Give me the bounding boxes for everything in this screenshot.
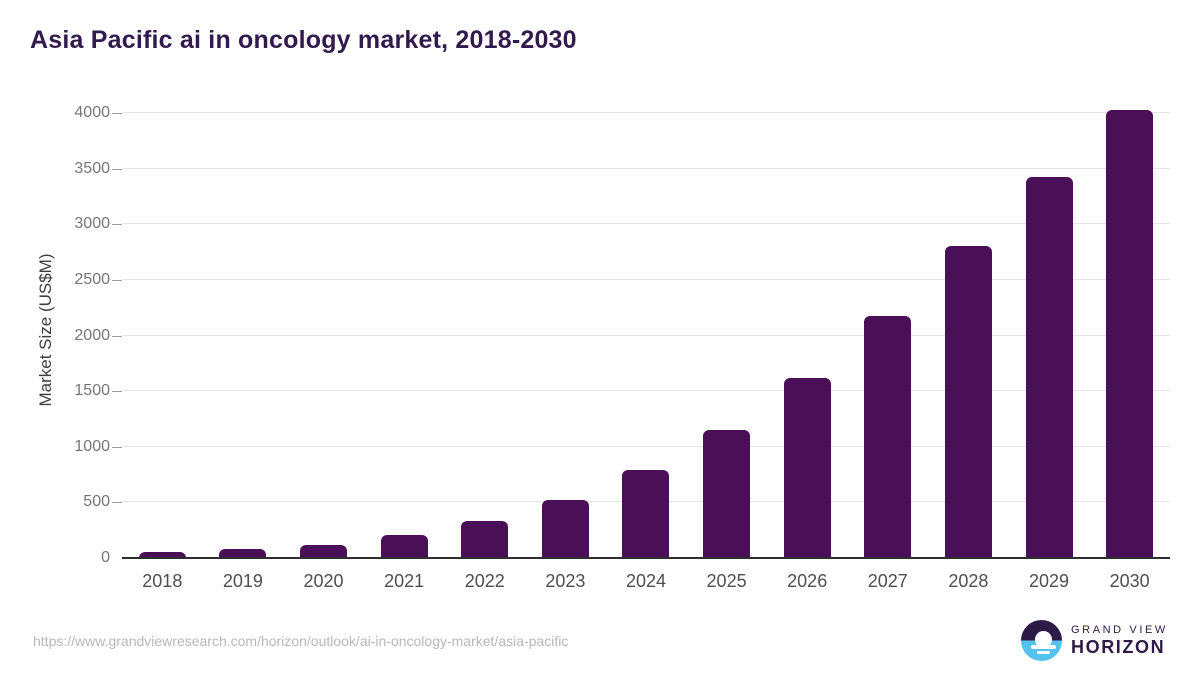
bar-slot-2023 (525, 112, 606, 558)
y-tick-1500 (112, 391, 122, 393)
y-tick-label-3500: 3500 (74, 159, 110, 177)
y-tick-label-2500: 2500 (74, 271, 110, 288)
bar-slot-2030 (1089, 109, 1170, 558)
x-tick-label-2024: 2024 (625, 571, 666, 591)
bar-slot-2020 (283, 112, 364, 558)
bar-slot-2029 (1009, 112, 1090, 558)
bar-slot-2027 (847, 112, 928, 558)
bar-slot-2025 (686, 112, 767, 558)
bar-2018 (138, 551, 186, 558)
bar-2023 (541, 500, 589, 558)
y-tick-2500 (112, 280, 122, 281)
y-tick-label-0: 0 (101, 549, 110, 566)
x-tick-label-2019: 2019 (222, 571, 263, 591)
x-axis-line (122, 557, 1170, 559)
bar-slot-2019 (203, 112, 284, 558)
gridline-2500 (122, 279, 1170, 280)
bar-2030 (1106, 109, 1154, 558)
y-tick-label-1500: 1500 (74, 382, 110, 400)
bar-2027 (864, 315, 912, 558)
page-title: Asia Pacific ai in oncology market, 2018… (30, 26, 577, 54)
grand-view-horizon-logo: GRAND VIEW HORIZON (1021, 620, 1168, 661)
bar-2024 (622, 470, 670, 558)
gridline-1000 (122, 445, 1170, 447)
y-tick-1000 (112, 446, 122, 448)
y-tick-4000 (112, 113, 122, 115)
bar-2020 (300, 544, 348, 558)
gridline-3500 (122, 167, 1170, 169)
gridline-3000 (122, 223, 1170, 225)
y-tick-label-4000: 4000 (74, 104, 110, 122)
logo-text: GRAND VIEW HORIZON (1071, 624, 1168, 658)
y-tick-3500 (112, 168, 122, 170)
bar-slot-2026 (767, 112, 848, 558)
bar-2026 (783, 377, 831, 558)
y-tick-3000 (112, 224, 122, 226)
y-tick-2000 (112, 335, 122, 337)
y-tick-label-1000: 1000 (74, 437, 110, 455)
x-tick-label-2023: 2023 (545, 571, 586, 591)
horizon-sun-icon (1021, 620, 1062, 661)
gridline-1500 (122, 390, 1170, 392)
source-url: https://www.grandviewresearch.com/horizo… (33, 633, 569, 649)
bar-2021 (380, 534, 428, 558)
gridline-2000 (122, 334, 1170, 336)
y-tick-label-3000: 3000 (74, 215, 110, 233)
x-tick-label-2028: 2028 (948, 571, 989, 591)
x-tick-label-2021: 2021 (384, 571, 425, 591)
bar-2029 (1025, 176, 1073, 558)
bar-2019 (219, 549, 267, 558)
logo-horizon: HORIZON (1071, 636, 1166, 657)
y-tick-label-2000: 2000 (74, 326, 110, 344)
bar-slot-2024 (606, 112, 687, 558)
x-tick-label-2030: 2030 (1109, 571, 1150, 591)
bar-series (122, 109, 1170, 558)
bar-slot-2018 (122, 112, 203, 558)
y-tick-label-500: 500 (83, 493, 110, 511)
x-tick-label-2020: 2020 (303, 571, 344, 591)
bar-2028 (944, 245, 992, 558)
x-tick-label-2026: 2026 (787, 571, 828, 591)
y-tick-500 (112, 502, 122, 504)
bar-2022 (461, 521, 509, 558)
x-tick-label-2027: 2027 (867, 571, 908, 591)
x-tick-label-2029: 2029 (1028, 571, 1070, 591)
x-axis-labels: 2018 2019 2020 2021 2022 2023 2024 2025 2026 2027… (122, 571, 1170, 592)
plot-area (122, 109, 1170, 559)
x-tick-label-2022: 2022 (464, 571, 505, 591)
logo-grand-view: GRAND VIEW (1071, 623, 1168, 636)
bar-slot-2021 (364, 112, 445, 558)
x-tick-label-2025: 2025 (706, 571, 747, 591)
gridline-4000 (122, 112, 1170, 114)
bar-slot-2022 (444, 112, 525, 558)
bar-2025 (703, 429, 751, 558)
bar-slot-2028 (928, 112, 1009, 558)
x-tick-label-2018: 2018 (142, 571, 183, 591)
